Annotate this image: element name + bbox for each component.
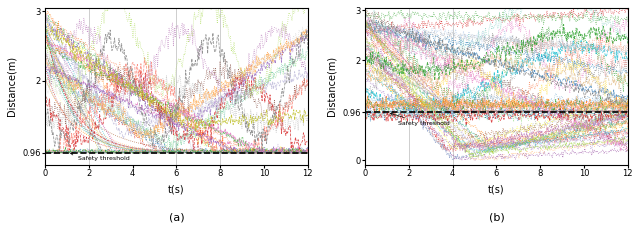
Text: (a): (a)	[169, 213, 184, 223]
Y-axis label: Distance(m): Distance(m)	[7, 56, 17, 117]
Text: Safety threshold: Safety threshold	[390, 113, 450, 126]
Text: (b): (b)	[488, 213, 504, 223]
X-axis label: t(s): t(s)	[488, 184, 505, 194]
Y-axis label: Distance(m): Distance(m)	[327, 56, 337, 117]
X-axis label: t(s): t(s)	[168, 184, 185, 194]
Text: Safety threshold: Safety threshold	[70, 152, 130, 161]
